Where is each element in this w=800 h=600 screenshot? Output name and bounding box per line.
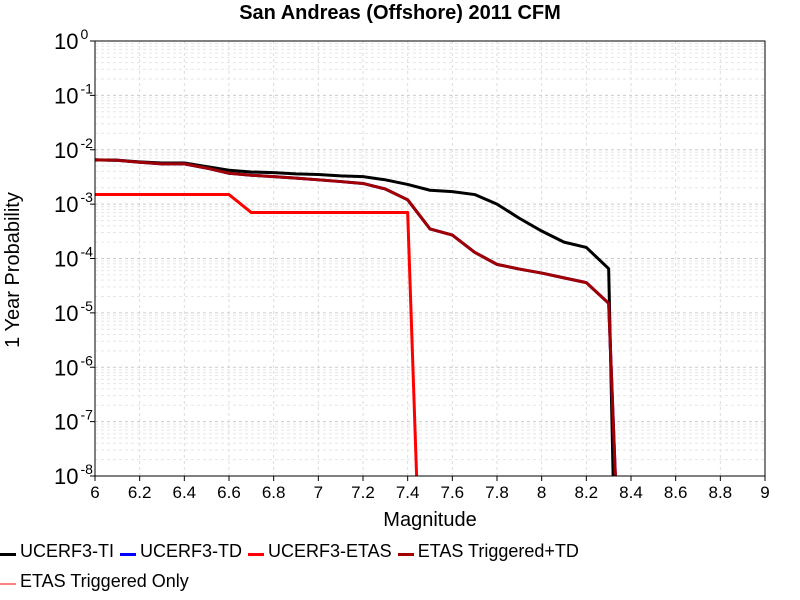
y-tick-exponent: 0 [80, 26, 88, 42]
legend-swatch-ucerf3-td [120, 552, 136, 556]
x-tick-label: 8.2 [575, 483, 599, 502]
legend-row: ETAS Triggered Only [0, 566, 800, 596]
y-tick-label: 10 -5 [54, 298, 93, 326]
x-tick-label: 7.4 [396, 483, 420, 502]
y-tick-label: 10 -7 [54, 407, 93, 435]
series-line-ucerf3-etas [95, 193, 419, 477]
y-tick-label: 10 0 [54, 26, 88, 54]
y-tick-exponent: -4 [80, 244, 93, 260]
legend-swatch-etas-triggered-only [0, 583, 16, 585]
y-tick-exponent: -6 [80, 352, 93, 368]
x-tick-label: 6.6 [217, 483, 241, 502]
x-axis-ticks: 6 6.2 6.4 6.6 6.8 7 7.2 7.4 7.6 7.8 8 8.2 8.4 8.6 8.8 9 [90, 476, 770, 502]
legend-label-etas-triggered-only: ETAS Triggered Only [20, 570, 189, 591]
y-tick-exponent: -8 [80, 461, 93, 477]
legend-label-etas-triggered-td: ETAS Triggered+TD [417, 540, 579, 561]
plot-area-border [94, 40, 766, 477]
y-tick-label: 10 -3 [54, 189, 93, 217]
legend-item-ucerf3-ti: UCERF3-TI [0, 541, 114, 562]
y-tick-label: 10 -4 [54, 244, 93, 272]
legend-item-ucerf3-etas: UCERF3-ETAS [248, 541, 392, 562]
x-tick-label: 6.8 [262, 483, 286, 502]
y-tick-exponent: -7 [80, 407, 93, 423]
y-tick-label: 10 -2 [54, 135, 93, 163]
legend-swatch-ucerf3-ti [0, 552, 16, 556]
x-tick-label: 6.4 [173, 483, 197, 502]
legend-row: UCERF3-TI UCERF3-TD UCERF3-ETAS ETAS Tri… [0, 536, 800, 566]
series-lines [94, 158, 617, 477]
x-tick-label: 6.2 [128, 483, 152, 502]
x-tick-label: 7 [314, 483, 323, 502]
y-tick-exponent: -1 [80, 80, 93, 96]
x-axis-label: Magnitude [383, 509, 476, 531]
chart: San Andreas (Offshore) 2011 CFM 6 6.2 6.4 6… [2, 2, 770, 531]
x-tick-label: 7.6 [441, 483, 465, 502]
y-tick-label: 10 -8 [54, 461, 93, 489]
legend-label-ucerf3-etas: UCERF3-ETAS [268, 540, 392, 561]
y-tick-exponent: -2 [80, 135, 93, 151]
x-tick-label: 8.6 [664, 483, 688, 502]
x-tick-label: 6 [90, 483, 99, 502]
y-tick-exponent: -5 [80, 298, 93, 314]
y-tick-label: 10 -1 [54, 80, 93, 108]
legend-swatch-etas-triggered-td [397, 552, 414, 556]
x-tick-label: 7.2 [351, 483, 375, 502]
legend-item-etas-triggered-td: ETAS Triggered+TD [397, 540, 579, 562]
x-tick-label: 8 [537, 483, 546, 502]
chart-title: San Andreas (Offshore) 2011 CFM [239, 2, 561, 24]
legend-item-ucerf3-td: UCERF3-TD [120, 541, 242, 562]
legend-item-etas-triggered-only: ETAS Triggered Only [0, 571, 189, 592]
y-tick-exponent: -3 [80, 189, 93, 205]
x-tick-label: 8.8 [709, 483, 733, 502]
y-axis-label: 1 Year Probability [2, 192, 24, 348]
series-line-etas-triggered-td [94, 158, 617, 477]
grid [94, 41, 766, 477]
legend-label-ucerf3-td: UCERF3-TD [140, 540, 242, 561]
y-tick-label: 10 -6 [54, 352, 93, 380]
legend-swatch-ucerf3-etas [248, 552, 264, 556]
x-tick-label: 9 [760, 483, 769, 502]
legend-label-ucerf3-ti: UCERF3-TI [20, 540, 114, 561]
x-tick-label: 7.8 [485, 483, 509, 502]
legend: UCERF3-TI UCERF3-TD UCERF3-ETAS ETAS Tri… [0, 536, 800, 596]
x-tick-label: 8.4 [619, 483, 643, 502]
